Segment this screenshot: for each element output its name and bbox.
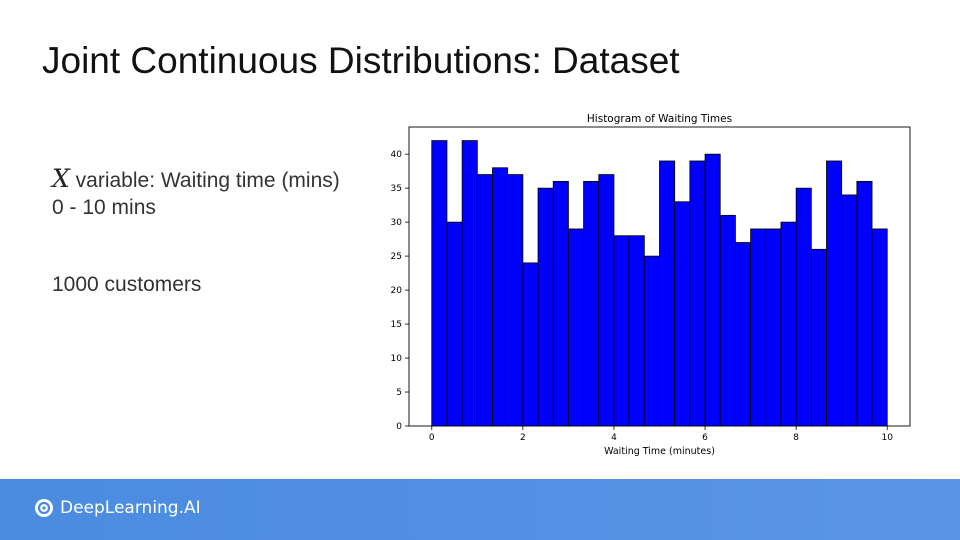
chart-title: Histogram of Waiting Times	[587, 113, 732, 125]
histogram-bar	[765, 228, 782, 427]
histogram-bar	[735, 242, 751, 427]
histogram-bar	[841, 194, 858, 427]
histogram-bar	[826, 160, 843, 427]
x-axis-label: Waiting Time (minutes)	[604, 446, 715, 457]
deeplearning-logo-icon	[35, 499, 53, 517]
x-variable-symbol: X	[52, 164, 70, 193]
histogram-bar	[613, 235, 630, 427]
customers-text: 1000 customers	[52, 273, 202, 296]
y-tick-label: 30	[391, 218, 403, 228]
x-tick-label: 4	[611, 433, 617, 443]
y-tick-label: 25	[391, 252, 402, 262]
y-tick-label: 40	[391, 150, 403, 160]
x-tick-label: 0	[429, 433, 435, 443]
histogram-bar	[552, 180, 569, 427]
histogram-bar	[583, 180, 600, 427]
histogram-bar	[537, 187, 554, 427]
y-tick-label: 15	[391, 320, 402, 330]
brand-logo: DeepLearning.AI	[34, 498, 201, 518]
y-tick-label: 10	[391, 354, 403, 364]
histogram-bar	[659, 160, 676, 427]
histogram-bar	[476, 174, 493, 427]
histogram-bar	[704, 153, 721, 427]
histogram-bar	[446, 221, 463, 427]
histogram-bar	[810, 248, 827, 427]
brand-name: DeepLearning.AI	[60, 498, 201, 518]
histogram-bar	[719, 214, 736, 427]
variable-description: X variable: Waiting time (mins)	[52, 164, 340, 193]
histogram-bar	[431, 140, 448, 427]
histogram-svg: 0 2 4 6 8 10 0 5 10 15 20 25 30 35 40 Histogram of Wait…	[391, 113, 911, 457]
histogram-bar	[780, 221, 797, 427]
x-tick-label: 2	[520, 433, 526, 443]
histogram-bar	[507, 174, 524, 427]
histogram-bar	[750, 228, 767, 427]
histogram-bar	[628, 235, 645, 427]
histogram-bar	[871, 228, 888, 427]
histogram-bar	[492, 167, 509, 427]
histogram-bar	[522, 262, 539, 427]
footer-bar: DeepLearning.AI	[0, 479, 960, 540]
histogram-bar	[689, 160, 706, 427]
histogram-chart: 0 2 4 6 8 10 0 5 10 15 20 25 30 35 40 Histogram of Wait…	[362, 104, 922, 464]
plot-frame	[408, 126, 911, 427]
x-tick-label: 6	[702, 433, 708, 443]
histogram-bar	[795, 187, 812, 427]
y-tick-label: 0	[396, 422, 402, 432]
x-tick-label: 8	[793, 433, 799, 443]
histogram-bar	[643, 255, 660, 427]
histogram-bar	[598, 174, 615, 427]
y-tick-label: 5	[396, 388, 402, 398]
histogram-bar	[461, 140, 478, 427]
y-tick-label: 35	[391, 184, 402, 194]
y-tick-label: 20	[391, 286, 403, 296]
variable-text: variable: Waiting time (mins)	[69, 169, 340, 192]
histogram-bar	[856, 180, 873, 427]
range-text: 0 - 10 mins	[52, 196, 156, 219]
slide-title: Joint Continuous Distributions: Dataset	[42, 40, 680, 81]
histogram-bar	[568, 228, 584, 427]
histogram-bar	[674, 201, 691, 427]
x-tick-label: 10	[882, 433, 894, 443]
